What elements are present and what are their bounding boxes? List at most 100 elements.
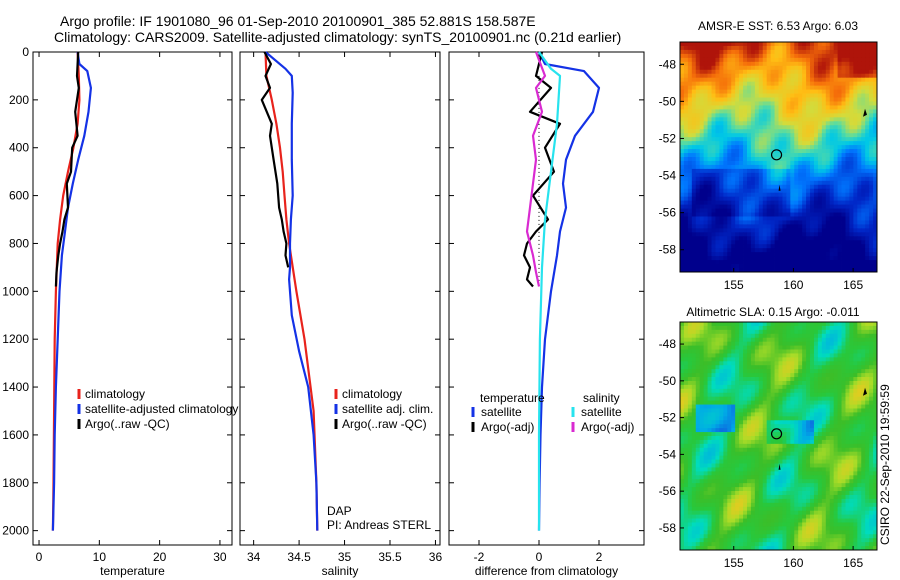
map-cell	[829, 392, 835, 398]
map-cell	[813, 353, 819, 358]
map-cell	[786, 61, 791, 67]
map-cell	[837, 337, 842, 343]
map-cell	[719, 345, 724, 350]
map-cell	[810, 109, 815, 114]
map-cell	[857, 357, 862, 362]
map-cell	[711, 145, 716, 150]
map-cell	[707, 463, 712, 468]
map-cell	[758, 113, 764, 118]
map-cell	[723, 212, 728, 217]
map-cell	[813, 93, 819, 98]
map-cell	[786, 252, 791, 257]
map-cell	[719, 240, 724, 245]
map-cell	[778, 443, 783, 449]
map-cell	[813, 369, 819, 374]
map-cell	[735, 113, 740, 118]
map-cell	[841, 373, 846, 378]
map-cell	[727, 463, 732, 468]
map-cell	[778, 248, 783, 253]
map-cell	[829, 337, 835, 343]
map-cell	[802, 333, 807, 339]
map-cell	[766, 93, 772, 98]
map-cell	[869, 400, 874, 405]
y-tick-label: 2000	[2, 524, 29, 538]
map-cell	[762, 268, 768, 273]
map-cell	[782, 101, 787, 106]
map-cell	[687, 388, 693, 394]
map-cell	[821, 53, 827, 59]
map-cell	[778, 69, 783, 75]
map-cell	[719, 451, 724, 457]
map-cell	[817, 192, 823, 198]
map-cell	[821, 459, 827, 464]
map-cell	[837, 412, 842, 417]
map-cell	[735, 105, 740, 110]
map-cell	[687, 349, 693, 354]
map-cell	[680, 361, 685, 366]
map-cell	[770, 380, 775, 386]
map-cell	[810, 443, 815, 449]
map-cell	[739, 455, 744, 460]
map-cell	[782, 260, 787, 265]
map-cell	[711, 467, 716, 472]
map-cell	[829, 125, 835, 130]
map-cell	[770, 89, 775, 94]
map-cell	[782, 81, 787, 87]
map-cell	[821, 69, 827, 75]
map-cell	[802, 212, 807, 217]
map-cell	[806, 149, 811, 154]
map-cell	[821, 373, 827, 378]
map-cell	[837, 216, 842, 221]
map-cell	[723, 268, 728, 273]
map-cell	[715, 117, 720, 122]
map-cell	[829, 260, 835, 265]
map-cell	[786, 121, 791, 126]
map-cell	[802, 105, 807, 110]
map-cell	[683, 443, 689, 449]
map-cell	[778, 369, 783, 374]
map-cell	[810, 192, 815, 198]
map-cell	[798, 133, 803, 138]
map-cell	[782, 463, 787, 468]
map-cell	[683, 65, 689, 71]
map-cell	[739, 333, 744, 339]
map-cell	[778, 61, 783, 67]
map-cell	[687, 192, 693, 198]
map-cell	[825, 248, 831, 253]
map-cell	[727, 388, 732, 394]
map-cell	[770, 412, 775, 417]
map-cell	[817, 42, 823, 47]
map-cell	[766, 349, 772, 354]
map-cell	[849, 121, 854, 126]
map-cell	[817, 396, 823, 402]
map-cell	[750, 61, 756, 67]
map-cell	[699, 53, 705, 59]
map-cell	[869, 89, 874, 94]
map-cell	[825, 77, 831, 83]
map-cell	[817, 208, 823, 213]
map-cell	[695, 89, 701, 94]
map-cell	[841, 224, 846, 229]
map-cell	[707, 439, 712, 445]
map-cell	[813, 322, 819, 327]
map-cell	[821, 396, 827, 402]
map-cell	[723, 408, 728, 413]
map-cell	[821, 443, 827, 449]
map-cell	[711, 447, 716, 453]
map-cell	[873, 432, 878, 437]
map-cell	[873, 428, 878, 433]
map-cell	[865, 252, 870, 257]
map-cell	[857, 145, 862, 150]
map-cell	[746, 412, 752, 417]
map-cell	[861, 268, 866, 273]
map-cell	[825, 232, 831, 237]
map-cell	[770, 420, 775, 425]
map-cell	[782, 208, 787, 213]
map-cell	[762, 153, 768, 158]
map-cell	[790, 145, 795, 150]
map-cell	[723, 61, 728, 67]
map-cell	[699, 168, 705, 174]
map-cell	[691, 188, 697, 194]
map-cell	[861, 329, 866, 335]
map-cell	[723, 341, 728, 346]
